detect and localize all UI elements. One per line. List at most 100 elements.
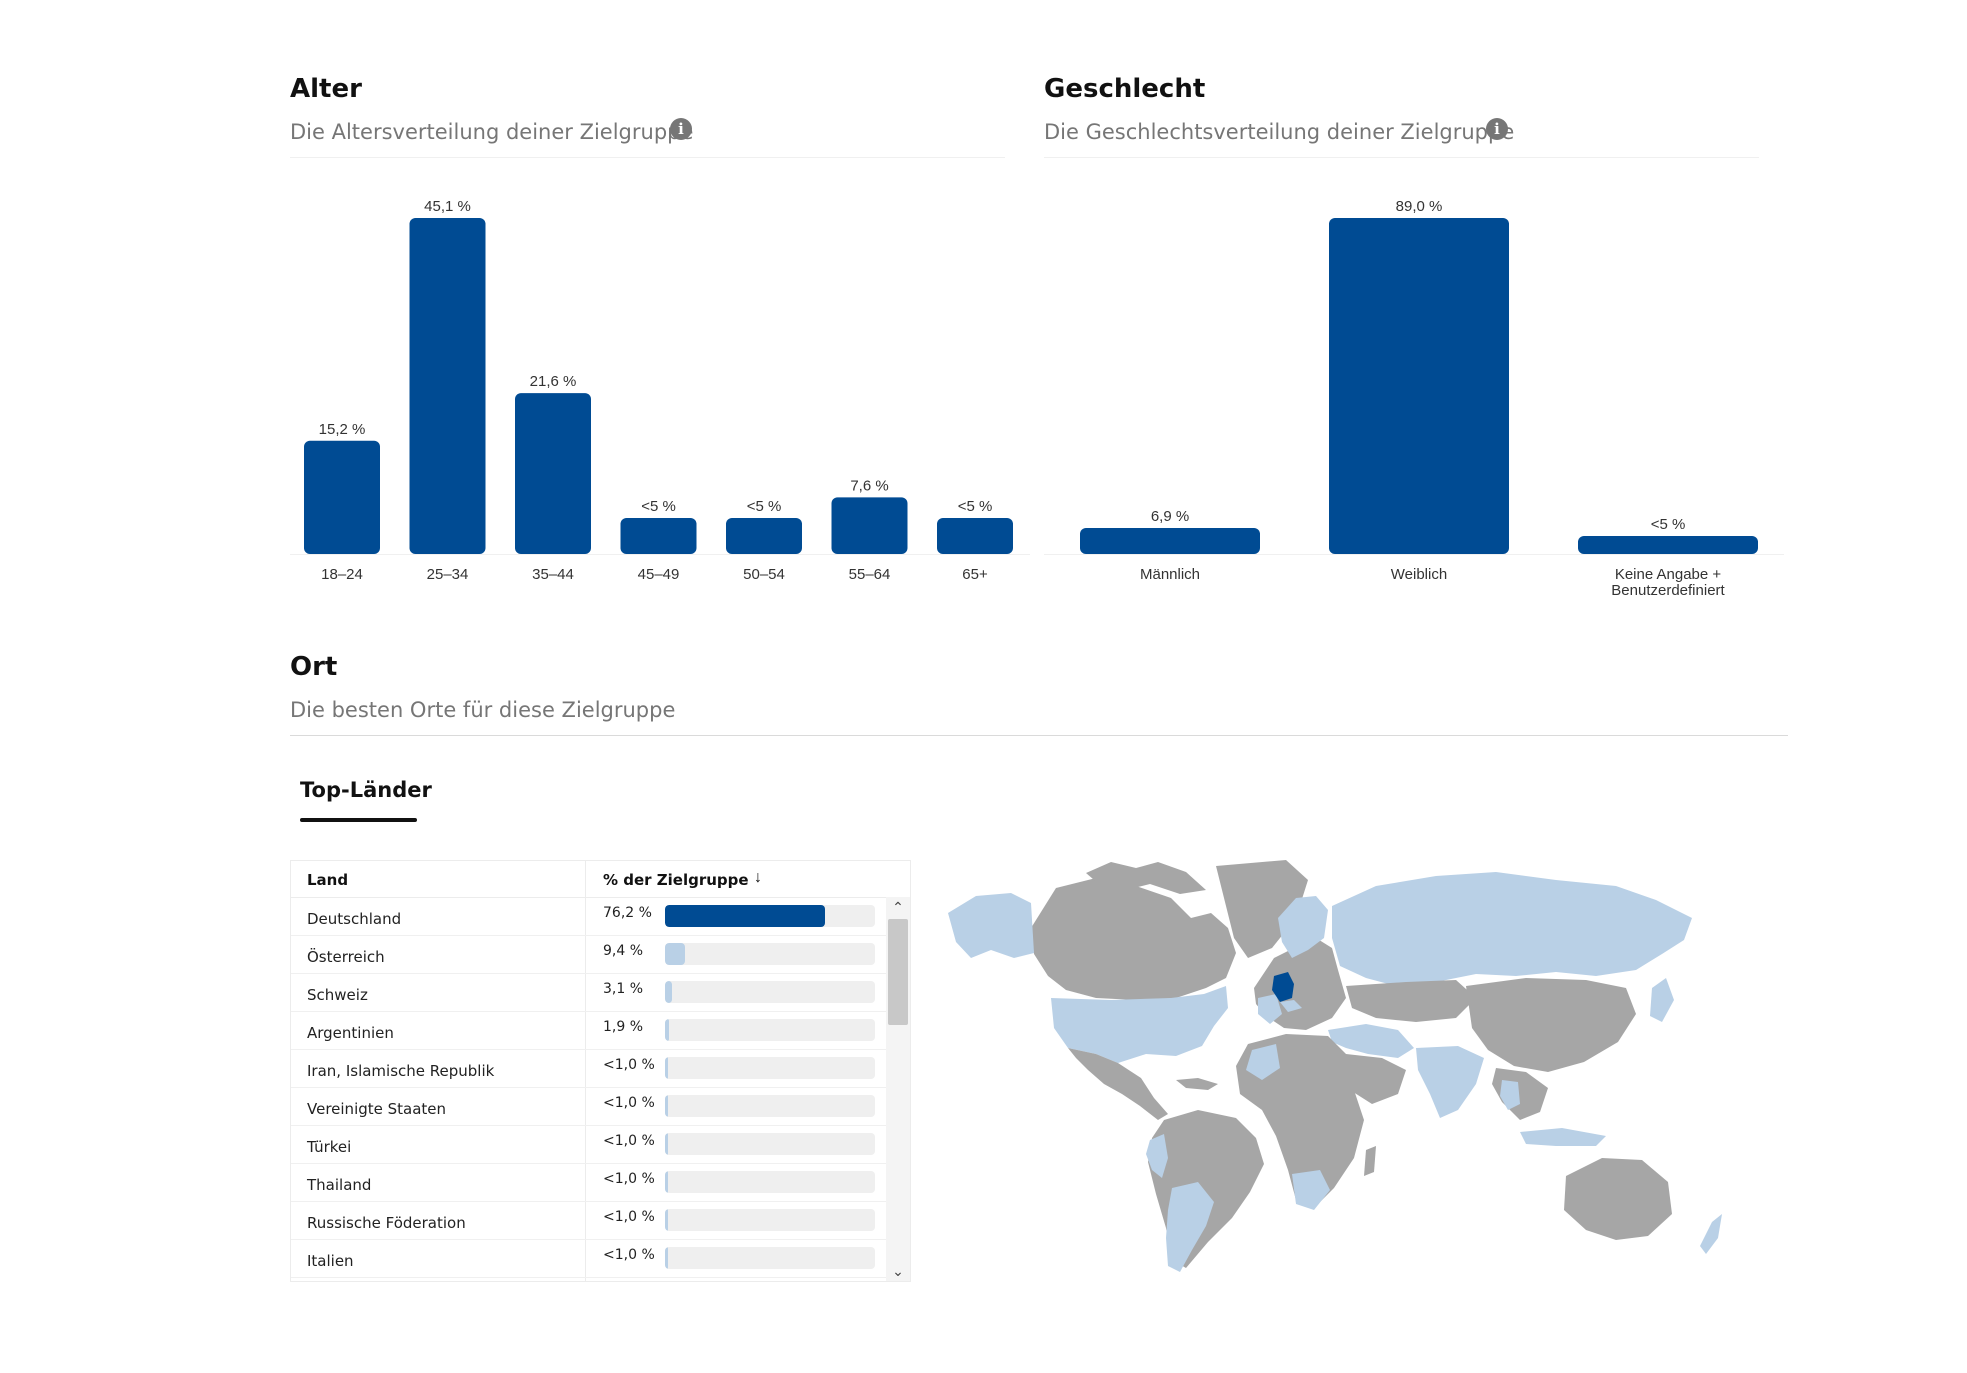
map-region-south-africa[interactable] xyxy=(1292,1170,1330,1210)
table-row: Deutschland 76,2 % xyxy=(291,897,886,936)
bar-2[interactable] xyxy=(515,393,591,554)
country-name: Argentinien xyxy=(307,1024,394,1042)
map-region-argentina[interactable] xyxy=(1166,1182,1214,1272)
map-region-australia[interactable] xyxy=(1564,1158,1672,1240)
gender-subtitle: Die Geschlechtsverteilung deiner Zielgru… xyxy=(1044,120,1515,144)
percent-bar-track xyxy=(665,1133,875,1155)
map-region-central-asia[interactable] xyxy=(1346,980,1476,1022)
percent-bar-track xyxy=(665,1019,875,1041)
map-region-indonesia[interactable] xyxy=(1520,1128,1606,1146)
map-region-arctic-islands[interactable] xyxy=(1086,862,1206,894)
bar-category-label: Männlich xyxy=(1140,566,1200,583)
map-region-north-africa[interactable] xyxy=(1246,1044,1280,1080)
country-percent: 76,2 % xyxy=(603,905,652,921)
map-region-mexico[interactable] xyxy=(1068,1048,1168,1120)
bar-category-label: 55–64 xyxy=(849,566,891,583)
age-title: Alter xyxy=(290,74,362,104)
gender-divider xyxy=(1044,157,1759,158)
location-title: Ort xyxy=(290,652,338,682)
table-header: Land % der Zielgruppe ↓ xyxy=(291,861,910,898)
bar-category-label: Keine Angabe + xyxy=(1615,566,1722,583)
column-header-country[interactable]: Land xyxy=(307,871,349,889)
country-percent: <1,0 % xyxy=(603,1057,655,1073)
map-region-turkey-iran[interactable] xyxy=(1328,1024,1414,1058)
table-row: Thailand <1,0 % xyxy=(291,1163,886,1202)
table-row: Argentinien 1,9 % xyxy=(291,1011,886,1050)
bar-value-label: 15,2 % xyxy=(319,421,366,438)
country-name: Türkei xyxy=(307,1138,352,1156)
percent-bar-track xyxy=(665,981,875,1003)
scroll-thumb[interactable] xyxy=(888,919,908,1025)
percent-bar-fill xyxy=(665,1133,668,1155)
map-region-japan[interactable] xyxy=(1650,978,1674,1022)
country-percent: 3,1 % xyxy=(603,981,644,997)
table-row: Vereinigte Staaten <1,0 % xyxy=(291,1087,886,1126)
bar-4[interactable] xyxy=(726,518,802,554)
column-divider xyxy=(585,861,586,1281)
map-region-india[interactable] xyxy=(1416,1046,1484,1118)
bar-1[interactable] xyxy=(409,218,486,554)
map-region-germany[interactable] xyxy=(1272,972,1294,1002)
bar-1[interactable] xyxy=(1329,218,1509,554)
bar-value-label: 45,1 % xyxy=(424,198,471,215)
map-region-madagascar[interactable] xyxy=(1364,1146,1376,1176)
map-region-china[interactable] xyxy=(1466,978,1636,1072)
map-region-russia[interactable] xyxy=(1332,872,1692,986)
bar-category-label: Benutzerdefiniert xyxy=(1611,582,1725,599)
countries-table: Land % der Zielgruppe ↓ Deutschland 76,2 … xyxy=(290,860,911,1282)
column-header-percent[interactable]: % der Zielgruppe xyxy=(603,871,749,889)
table-row: Iran, Islamische Republik <1,0 % xyxy=(291,1049,886,1088)
map-region-usa[interactable] xyxy=(1051,986,1228,1063)
map-region-canada[interactable] xyxy=(1031,878,1236,1000)
gender-info-icon[interactable]: i xyxy=(1486,118,1508,140)
percent-bar-fill xyxy=(665,981,672,1003)
map-region-greenland[interactable] xyxy=(1216,860,1308,958)
percent-bar-fill xyxy=(665,1171,668,1193)
bar-3[interactable] xyxy=(620,518,697,554)
age-subtitle: Die Altersverteilung deiner Zielgruppe xyxy=(290,120,694,144)
country-percent: 9,4 % xyxy=(603,943,644,959)
percent-bar-fill xyxy=(665,1057,668,1079)
percent-bar-fill xyxy=(665,943,685,965)
bar-6[interactable] xyxy=(937,518,1013,554)
map-region-arabia[interactable] xyxy=(1340,1054,1406,1104)
map-region-western-europe[interactable] xyxy=(1258,994,1282,1024)
map-region-south-america[interactable] xyxy=(1148,1110,1264,1268)
bar-0[interactable] xyxy=(304,440,380,554)
percent-bar-fill xyxy=(665,1019,669,1041)
country-name: Italien xyxy=(307,1252,354,1270)
bar-2[interactable] xyxy=(1578,536,1758,554)
bar-category-label: 50–54 xyxy=(743,566,785,583)
chevron-down-icon[interactable]: ⌄ xyxy=(892,1263,904,1279)
age-info-icon[interactable]: i xyxy=(670,118,692,140)
bar-0[interactable] xyxy=(1080,527,1260,554)
map-region-austria-switzerland[interactable] xyxy=(1280,1000,1302,1012)
tab-active-indicator xyxy=(300,818,417,822)
percent-bar-fill xyxy=(665,905,826,927)
map-region-andes[interactable] xyxy=(1146,1134,1168,1178)
age-divider xyxy=(290,157,1005,158)
table-scrollbar[interactable]: ⌃ ⌄ xyxy=(886,897,910,1281)
map-region-new-zealand[interactable] xyxy=(1700,1214,1722,1254)
table-row: Russische Föderation <1,0 % xyxy=(291,1201,886,1240)
gender-title: Geschlecht xyxy=(1044,74,1206,104)
chevron-up-icon[interactable]: ⌃ xyxy=(892,899,904,915)
map-region-thailand[interactable] xyxy=(1500,1080,1520,1110)
bar-category-label: 25–34 xyxy=(427,566,469,583)
country-percent: <1,0 % xyxy=(603,1247,655,1263)
country-name: Österreich xyxy=(307,948,385,966)
gender-bar-chart: 6,9 % Männlich 89,0 % Weiblich <5 % Keine Ang… xyxy=(1044,198,1784,599)
map-region-caribbean[interactable] xyxy=(1176,1078,1218,1090)
map-region-nordics[interactable] xyxy=(1278,896,1328,958)
bar-5[interactable] xyxy=(831,497,908,554)
map-region-alaska[interactable] xyxy=(948,893,1034,958)
bar-category-label: Weiblich xyxy=(1391,566,1447,583)
map-region-africa[interactable] xyxy=(1236,1034,1364,1208)
percent-bar-track xyxy=(665,1247,875,1269)
country-name: Thailand xyxy=(307,1176,372,1194)
country-name: Deutschland xyxy=(307,910,402,928)
arrow-down-icon[interactable]: ↓ xyxy=(754,869,762,886)
percent-bar-track xyxy=(665,1209,875,1231)
tab-top-countries[interactable]: Top-Länder xyxy=(300,778,432,802)
bar-category-label: 45–49 xyxy=(638,566,680,583)
